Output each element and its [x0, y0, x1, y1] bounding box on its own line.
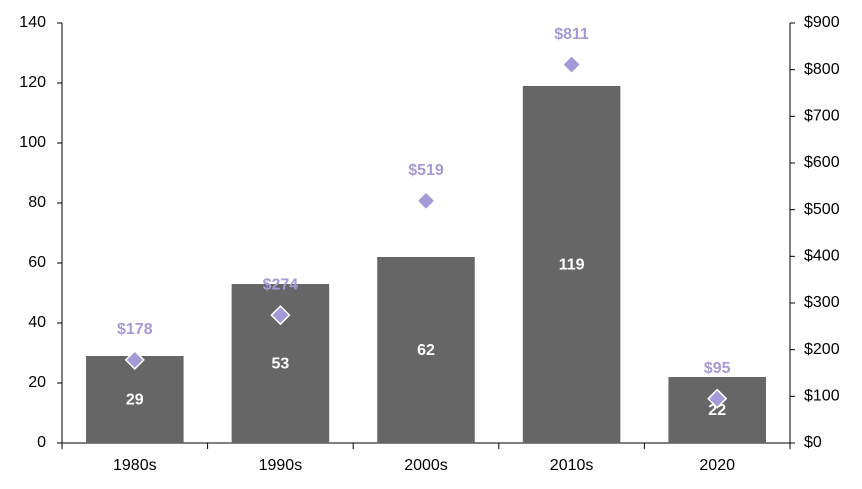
marker-value-label: $95 — [704, 360, 731, 377]
bar — [377, 257, 475, 443]
marker-value-label: $811 — [554, 26, 589, 43]
bar-value-label: 29 — [126, 392, 144, 409]
diamond-marker — [270, 305, 291, 326]
marker-value-label: $519 — [408, 162, 444, 179]
y2-tick-label: $800 — [804, 61, 840, 78]
bar-value-label: 119 — [559, 257, 585, 274]
y-tick-label: 100 — [19, 134, 46, 151]
bar-value-label: 62 — [417, 342, 435, 359]
diamond-marker — [124, 349, 145, 370]
x-tick-label: 1990s — [259, 457, 303, 474]
y-tick-label: 140 — [19, 14, 46, 31]
y-tick-label: 0 — [37, 434, 46, 451]
bar — [522, 86, 621, 443]
bar — [668, 377, 766, 443]
diamond-marker — [561, 54, 582, 75]
y-tick-label: 20 — [28, 374, 46, 391]
bar-value-label: 22 — [708, 402, 726, 419]
marker-value-label: $274 — [263, 276, 299, 293]
y2-tick-label: $300 — [804, 294, 840, 311]
bar — [86, 356, 184, 443]
y2-tick-label: $500 — [804, 201, 840, 218]
diamond-marker — [707, 388, 728, 409]
x-tick-label: 2020 — [699, 457, 735, 474]
diamond-marker — [415, 190, 437, 211]
y2-tick-label: $0 — [804, 434, 822, 451]
y2-tick-label: $900 — [804, 14, 840, 31]
y-tick-label: 80 — [28, 194, 46, 211]
y2-tick-label: $600 — [804, 154, 840, 171]
x-tick-label: 1980s — [113, 457, 157, 474]
y-tick-label: 60 — [28, 254, 46, 271]
bar-value-label: 53 — [272, 356, 290, 373]
marker-value-label: $178 — [117, 321, 153, 338]
y2-tick-label: $100 — [804, 388, 840, 405]
y2-tick-label: $400 — [804, 248, 840, 265]
y-tick-label: 40 — [28, 314, 46, 331]
y2-tick-label: $700 — [804, 108, 840, 125]
y-tick-label: 120 — [19, 74, 46, 91]
x-tick-label: 2010s — [550, 457, 594, 474]
x-tick-label: 2000s — [404, 457, 448, 474]
y2-tick-label: $200 — [804, 341, 840, 358]
